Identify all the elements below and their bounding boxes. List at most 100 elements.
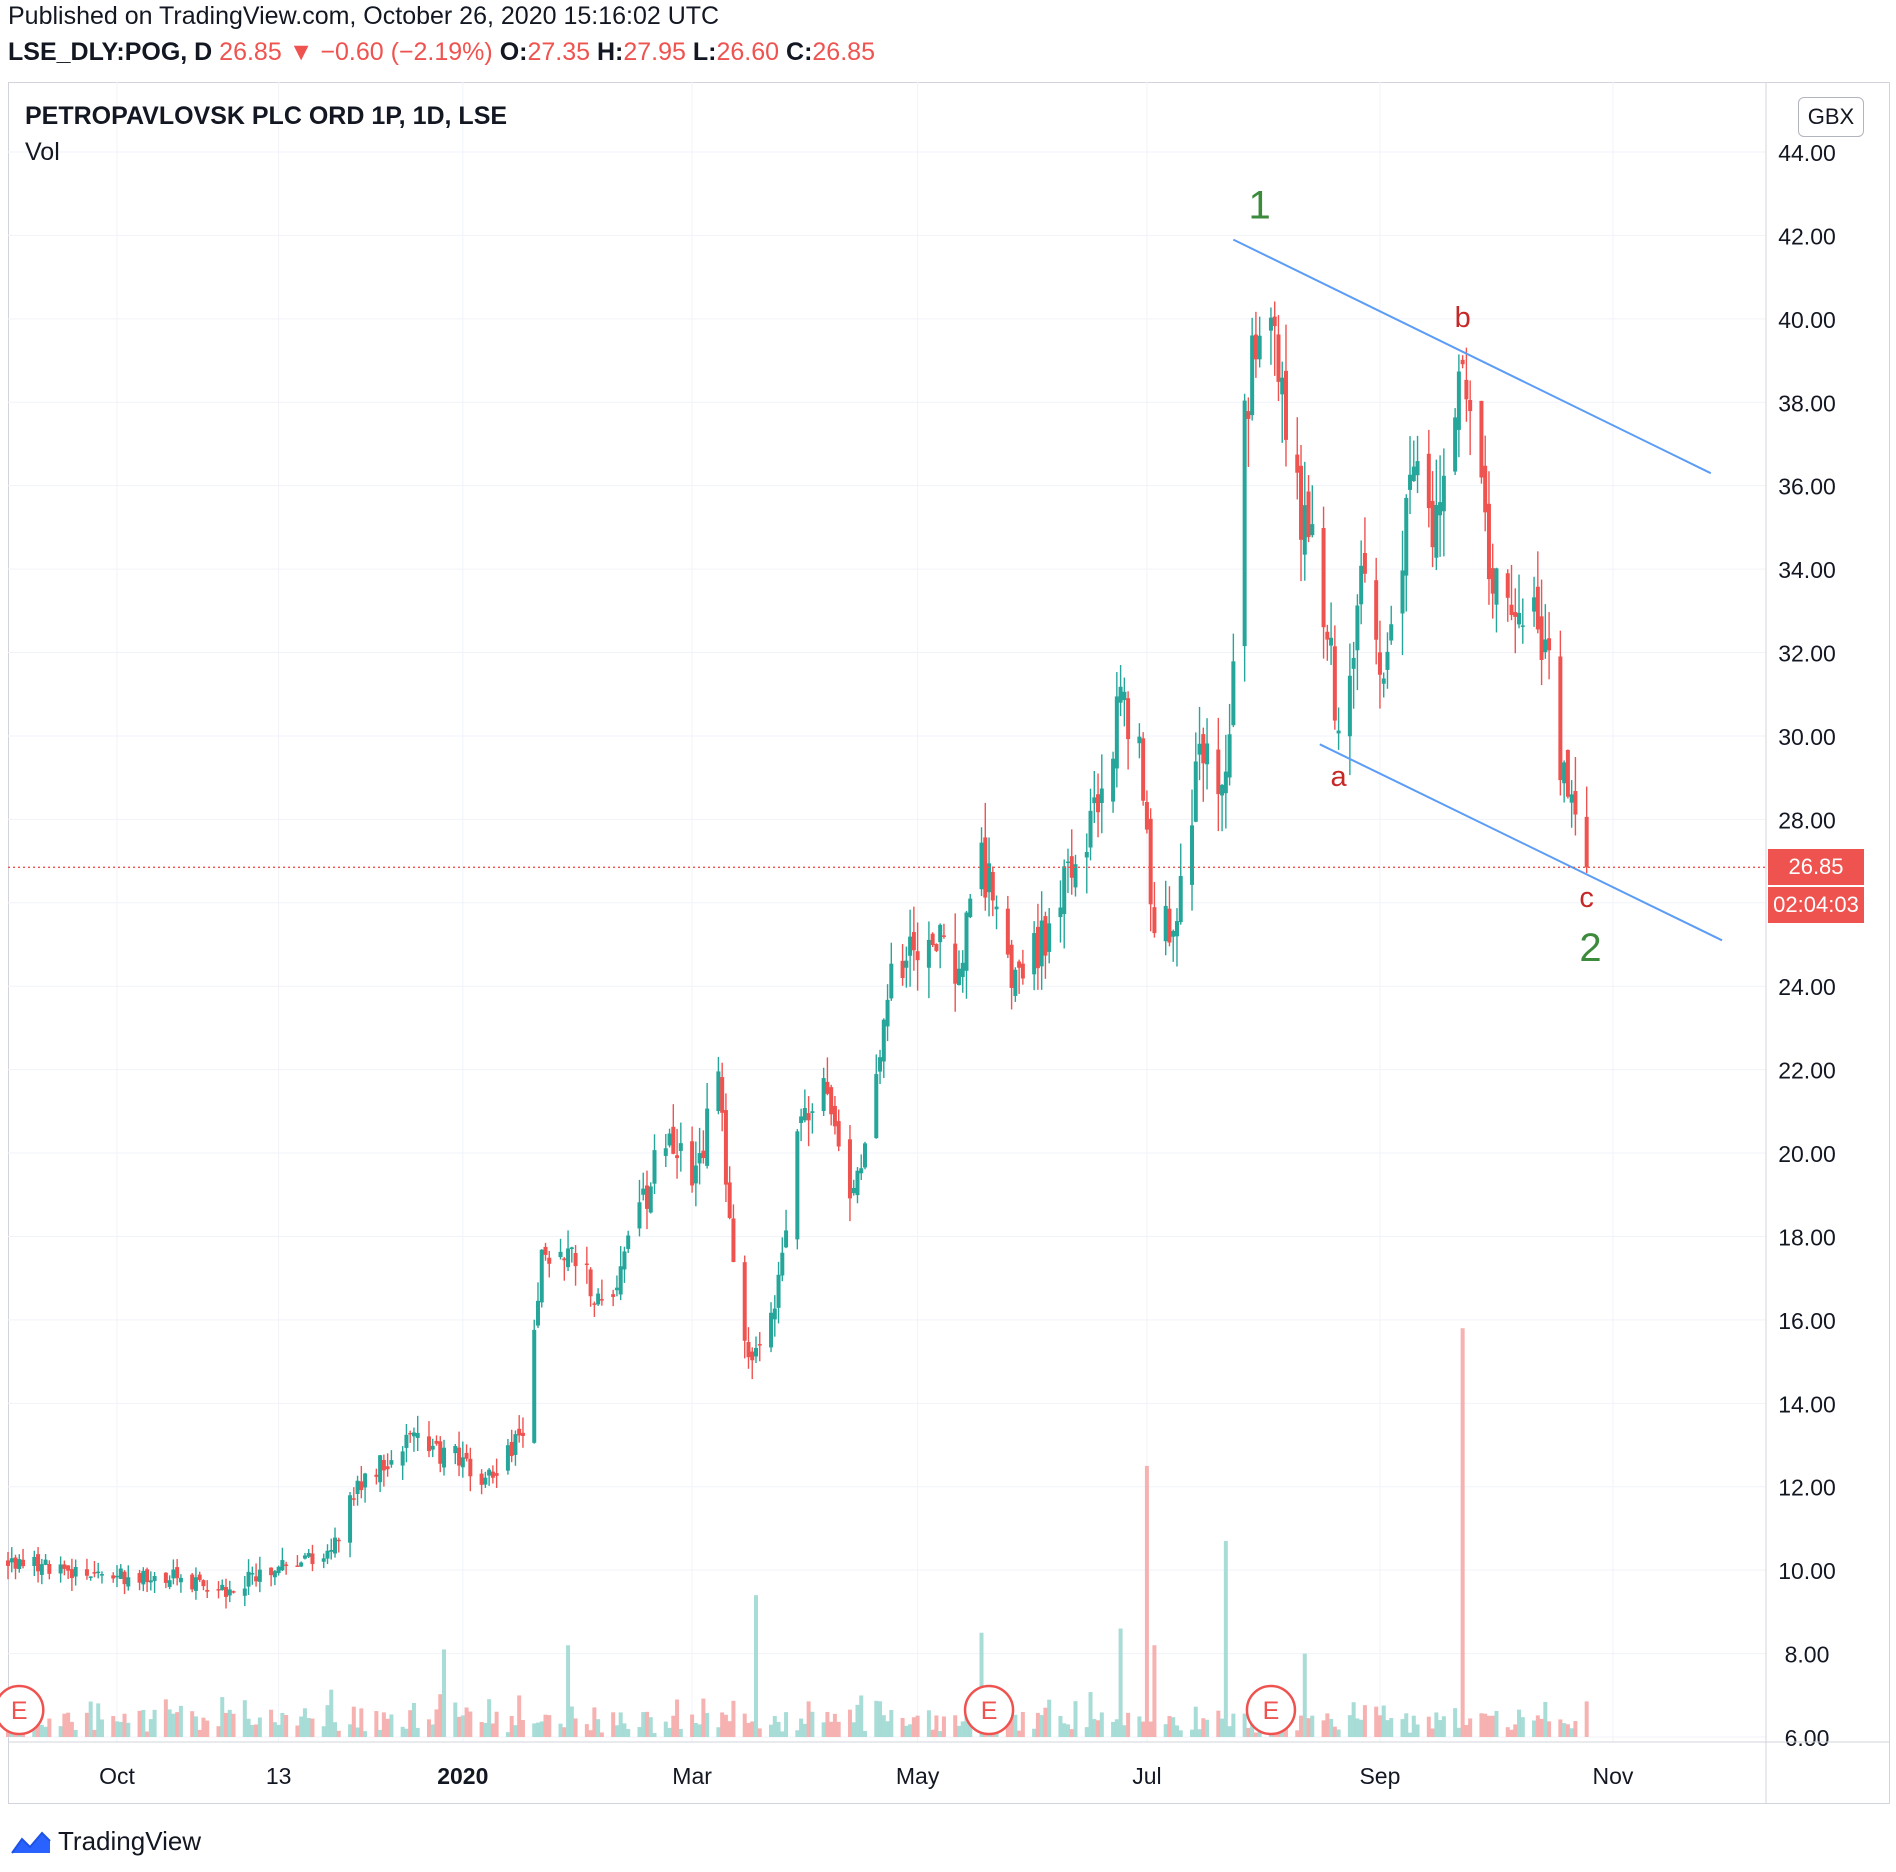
volume-bar — [859, 1695, 864, 1737]
candle-body — [381, 1459, 386, 1471]
candle-body — [641, 1188, 646, 1195]
volume-bar — [806, 1701, 811, 1737]
candle-body — [1547, 638, 1552, 651]
volume-bar — [652, 1733, 657, 1737]
volume-bar — [588, 1730, 593, 1737]
candle-body — [874, 1074, 879, 1139]
candle-body — [806, 1113, 811, 1121]
volume-bar — [47, 1718, 52, 1737]
volume-bar — [1190, 1729, 1195, 1737]
price-change: −0.60 (−2.19%) — [320, 38, 493, 66]
volume-bar — [599, 1732, 604, 1737]
candle-body — [742, 1262, 747, 1341]
candle-body — [829, 1087, 834, 1115]
candlesticks — [6, 301, 1589, 1609]
price-tick-label: 38.00 — [1778, 390, 1836, 416]
trendlines — [8, 238, 1766, 942]
candle-body — [1114, 696, 1119, 769]
candle-body — [359, 1481, 364, 1491]
candle-body — [167, 1580, 172, 1587]
volume-bar — [73, 1729, 78, 1737]
earnings-marker-label: E — [981, 1697, 998, 1725]
volume-bar — [1122, 1725, 1127, 1737]
volume-bar — [1020, 1711, 1025, 1737]
candle-body — [588, 1269, 593, 1297]
volume-bar — [539, 1721, 544, 1737]
candle-body — [1126, 698, 1131, 740]
volume-bar — [171, 1713, 176, 1737]
volume-bar — [1479, 1713, 1484, 1737]
volume-bar — [84, 1712, 89, 1737]
footer-brand[interactable]: TradingView — [10, 1826, 201, 1857]
volume-bar — [1456, 1727, 1461, 1737]
price-tick-label: 18.00 — [1778, 1224, 1836, 1250]
candle-body — [62, 1564, 67, 1569]
candle-body — [802, 1108, 807, 1121]
candle-body — [479, 1473, 484, 1485]
volume-bar — [333, 1722, 338, 1737]
volume-bar — [900, 1717, 905, 1737]
volume-bar — [1092, 1719, 1097, 1737]
candle-body — [1347, 675, 1352, 737]
volume-bar — [648, 1717, 653, 1737]
candle-body — [1148, 818, 1153, 905]
candle-body — [163, 1572, 168, 1583]
volume-bar — [1517, 1709, 1522, 1737]
volume-bar — [175, 1712, 180, 1737]
candle-body — [938, 924, 943, 943]
candle-body — [389, 1460, 394, 1465]
volume-bar — [197, 1729, 202, 1737]
candle-body — [810, 1111, 815, 1113]
candle-body — [626, 1235, 631, 1249]
candle-body — [111, 1575, 116, 1579]
volume-bar — [299, 1716, 304, 1737]
volume-bar — [566, 1645, 571, 1737]
candle-body — [96, 1571, 101, 1574]
volume-bar — [881, 1715, 886, 1737]
volume-bar — [836, 1721, 841, 1737]
candle-body — [690, 1141, 695, 1186]
candle-body — [573, 1252, 578, 1267]
price-tick-label: 14.00 — [1778, 1391, 1836, 1417]
candle-body — [990, 872, 995, 901]
volume-bar — [1253, 1732, 1258, 1737]
volume-bar — [1088, 1692, 1093, 1737]
low-value: 26.60 — [716, 38, 780, 66]
candle-body — [1092, 797, 1097, 804]
volume-bar — [720, 1712, 725, 1737]
volume-bar — [1295, 1730, 1300, 1737]
candle-body — [246, 1571, 251, 1587]
volume-bar — [584, 1724, 589, 1737]
candle-body — [1539, 616, 1544, 660]
volume-bar — [39, 1724, 44, 1737]
candle-body — [408, 1432, 413, 1435]
candle-body — [363, 1473, 368, 1488]
earnings-marker-icon — [1245, 1684, 1297, 1736]
volume-bar — [122, 1713, 127, 1737]
volume-bar — [889, 1709, 894, 1737]
volume-bar — [874, 1700, 879, 1737]
candle-body — [321, 1558, 326, 1562]
volume-bar — [1148, 1721, 1153, 1737]
price-tick-label: 36.00 — [1778, 474, 1836, 500]
candle-body — [663, 1148, 668, 1156]
footer-brand-text: TradingView — [58, 1826, 202, 1856]
volume-bar — [1171, 1717, 1176, 1737]
volume-bar — [626, 1729, 631, 1737]
currency-button[interactable]: GBX — [1798, 97, 1864, 137]
volume-bar — [795, 1730, 800, 1737]
earnings-marker-label: E — [1263, 1697, 1280, 1725]
candle-body — [795, 1131, 800, 1240]
candle-body — [934, 944, 939, 951]
candle-body — [675, 1155, 680, 1159]
candle-body — [1122, 691, 1127, 701]
candle-body — [1505, 573, 1510, 598]
volume-bar — [490, 1723, 495, 1737]
candle-body — [1430, 500, 1435, 548]
volume-bar — [1201, 1718, 1206, 1737]
candle-body — [1141, 738, 1146, 801]
symbol-label[interactable]: LSE_DLY:POG, D — [8, 38, 213, 66]
candle-body — [543, 1246, 548, 1255]
volume-bar — [810, 1711, 815, 1737]
